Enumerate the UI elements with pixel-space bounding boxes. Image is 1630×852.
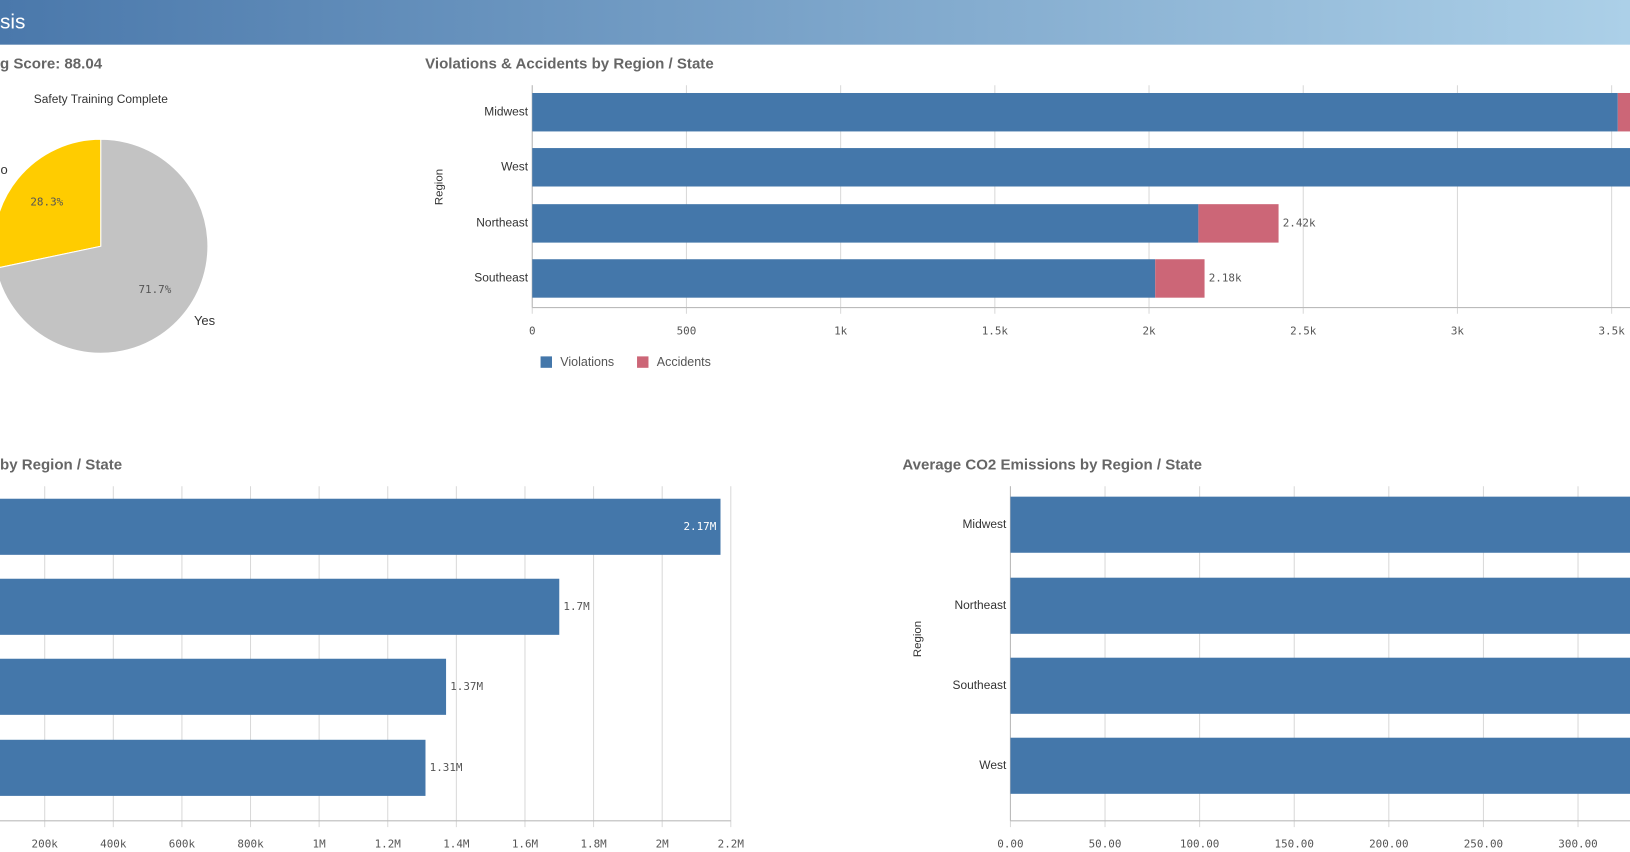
pie-slice (0, 138, 102, 268)
total-label: 2.42k (1283, 216, 1316, 229)
chart-title: Average CO2 Emissions by Region / State (902, 456, 1202, 473)
header-title: sis (0, 10, 25, 33)
slice-label: Yes (194, 313, 216, 328)
y-tick-label: Southeast (474, 271, 528, 285)
x-tick-label: 2M (656, 838, 670, 851)
data-label: 71.7% (138, 283, 171, 296)
x-tick-label: 2k (1142, 324, 1156, 337)
x-tick-label: 300.00 (1558, 838, 1597, 851)
x-tick-label: 0 (529, 324, 536, 337)
axis-label: Region (912, 621, 924, 657)
bar-segment (1155, 259, 1205, 298)
chart-title: by Region / State (0, 456, 122, 473)
x-tick-label: 1.4M (443, 838, 470, 851)
x-tick-label: 500 (677, 324, 697, 337)
legend-label: Violations (560, 355, 614, 369)
bar (0, 658, 447, 715)
data-label: 28.3% (30, 195, 63, 208)
bar (1010, 737, 1630, 794)
chart-title: Violations & Accidents by Region / State (425, 55, 714, 72)
bar-segment (1198, 204, 1279, 243)
legend-swatch (637, 356, 649, 368)
bar (1010, 577, 1630, 634)
bar (1010, 657, 1630, 714)
bar-segment (532, 259, 1156, 298)
bar-segment (532, 148, 1630, 187)
total-label: 2.18k (1209, 271, 1242, 284)
x-tick-label: 100.00 (1180, 838, 1219, 851)
bar (0, 578, 560, 635)
x-tick-label: 400k (100, 838, 127, 851)
legend-label: Accidents (657, 355, 711, 369)
x-tick-label: 50.00 (1089, 838, 1122, 851)
x-tick-label: 3k (1451, 324, 1465, 337)
x-tick-label: 200.00 (1369, 838, 1408, 851)
x-tick-label: 250.00 (1464, 838, 1503, 851)
y-tick-label: Midwest (484, 104, 528, 118)
chart-title: g Score: 88.04 (0, 55, 103, 72)
x-tick-label: 1.2M (375, 838, 402, 851)
bar (0, 739, 426, 796)
data-label: 1.7M (563, 600, 590, 613)
data-label: 2.17M (683, 520, 716, 533)
x-tick-label: 3.5k (1598, 324, 1625, 337)
pie-slice (0, 138, 209, 354)
bar-segment (532, 204, 1199, 243)
y-tick-label: West (501, 159, 529, 173)
x-tick-label: 1.5k (982, 324, 1009, 337)
x-tick-label: 0.00 (997, 838, 1023, 851)
legend-swatch (540, 356, 552, 368)
x-tick-label: 1M (313, 838, 327, 851)
y-tick-label: Midwest (962, 517, 1006, 531)
header-bar (0, 0, 1630, 45)
x-tick-label: 1.6M (512, 838, 539, 851)
bar (1010, 496, 1630, 553)
y-tick-label: West (979, 758, 1007, 772)
axis-label: Region (434, 169, 446, 205)
y-tick-label: Southeast (952, 678, 1006, 692)
x-tick-label: 200k (32, 838, 59, 851)
x-tick-label: 150.00 (1275, 838, 1314, 851)
x-tick-label: 2.5k (1290, 324, 1317, 337)
x-tick-label: 1.8M (580, 838, 607, 851)
y-tick-label: Northeast (476, 216, 528, 230)
x-tick-label: 1k (834, 324, 848, 337)
chart-subtitle: Safety Training Complete (34, 92, 168, 106)
bar-segment (1617, 92, 1630, 132)
bar (0, 498, 721, 555)
y-tick-label: Northeast (954, 598, 1006, 612)
bar-segment (532, 92, 1618, 132)
slice-label: No (0, 162, 8, 177)
x-tick-label: 2.2M (718, 838, 745, 851)
data-label: 1.31M (430, 761, 463, 774)
x-tick-label: 600k (169, 838, 196, 851)
data-label: 1.37M (450, 680, 483, 693)
x-tick-label: 800k (237, 838, 264, 851)
